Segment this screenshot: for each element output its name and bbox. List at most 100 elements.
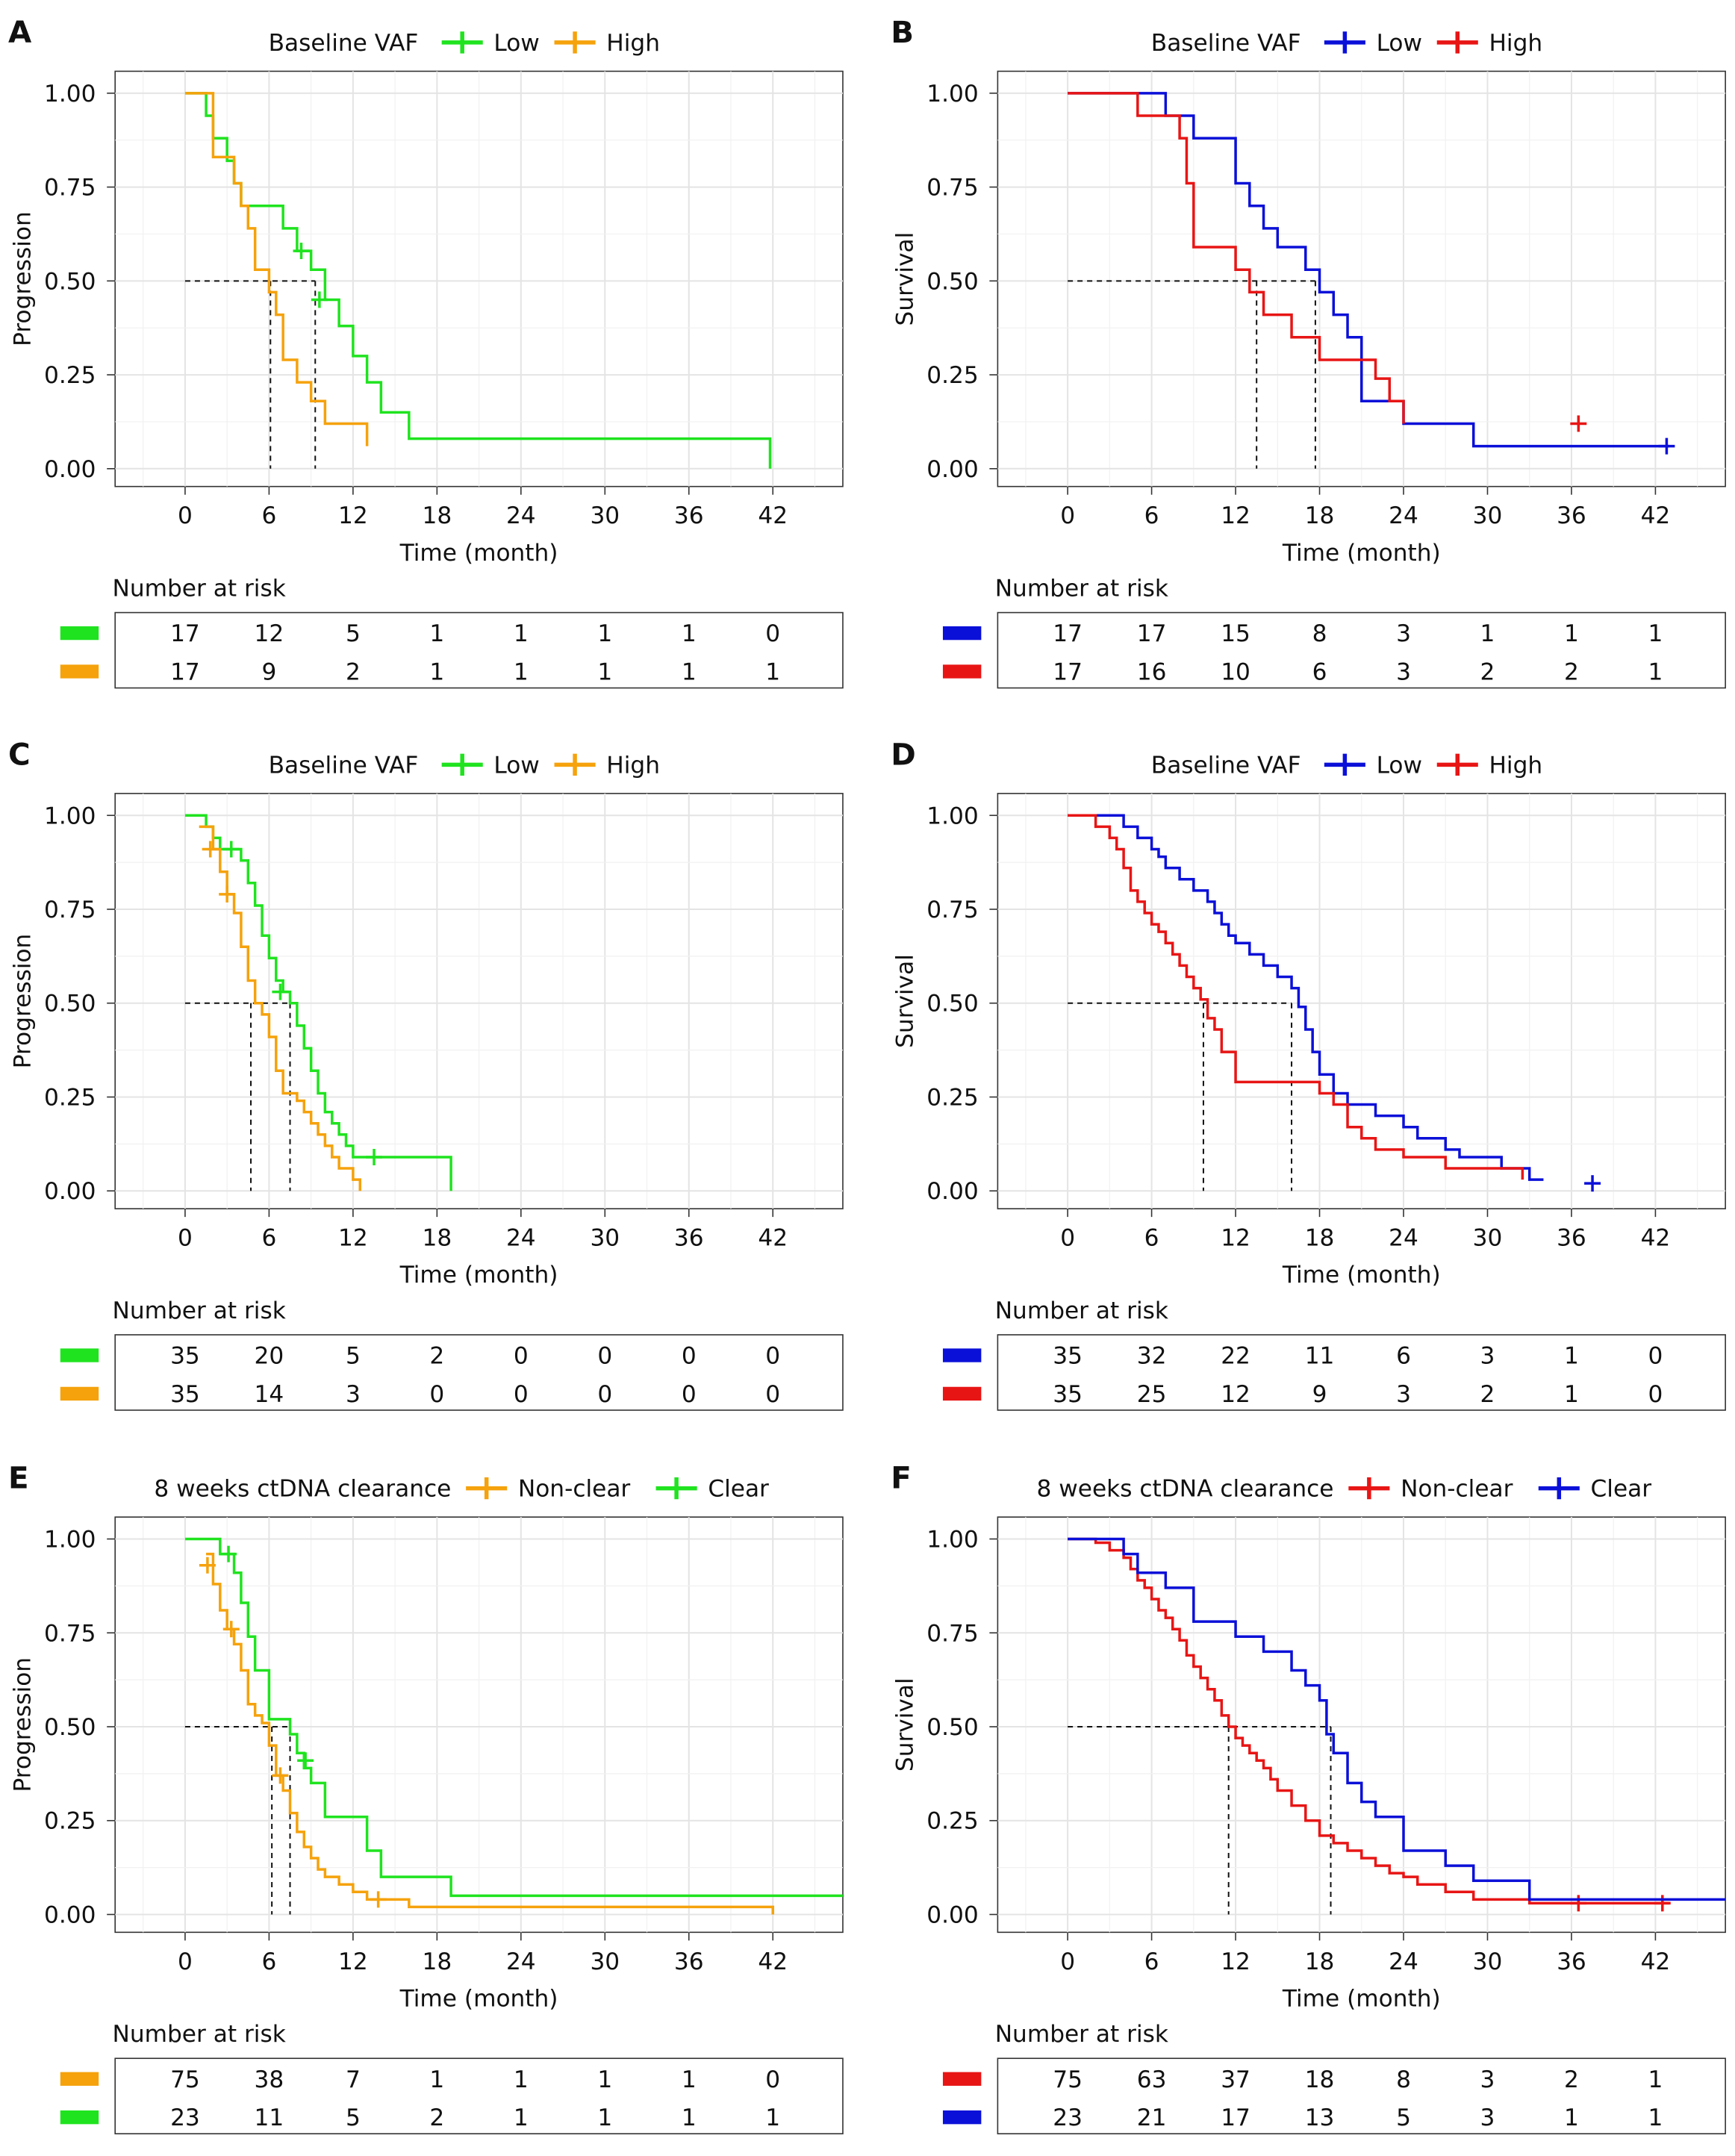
risk-row-swatch [60,626,99,641]
x-axis-title: Time (month) [1282,540,1441,567]
panel-letter: E [8,1461,29,1496]
x-tick-label: 30 [590,1225,620,1252]
y-tick-label: 0.50 [44,268,96,295]
risk-value: 8 [1312,620,1327,647]
risk-value: 3 [1480,1343,1495,1370]
legend-label: High [1489,30,1542,57]
grid [115,793,843,1209]
risk-value: 9 [261,659,276,686]
risk-value: 20 [255,1343,284,1370]
series-line [1068,1537,1670,1905]
risk-table-box [997,1334,1726,1411]
x-tick-label: 24 [506,1948,536,1975]
risk-value: 35 [170,1343,200,1370]
risk-value: 1 [429,659,444,686]
y-tick-label: 1.00 [44,803,96,829]
panel-letter: D [891,737,916,772]
risk-value: 75 [170,2066,200,2093]
legend-title: 8 weeks ctDNA clearance [154,1476,451,1503]
y-tick-label: 0.00 [44,1178,96,1205]
risk-value: 3 [1480,2104,1495,2131]
risk-value: 17 [1221,2104,1250,2131]
series-line [1068,92,1405,424]
risk-table-box [114,1334,844,1411]
risk-value: 2 [1564,2066,1579,2093]
risk-value: 1 [429,620,444,647]
risk-value: 23 [1053,2104,1083,2131]
x-tick-label: 6 [1144,1948,1159,1975]
risk-value: 35 [170,1381,200,1408]
risk-value: 5 [1396,2104,1411,2131]
y-tick-label: 1.00 [44,1527,96,1554]
risk-value: 37 [1221,2066,1250,2093]
risk-value: 2 [429,1343,444,1370]
panel-letter: B [891,15,914,50]
risk-row-swatch [942,2110,982,2125]
legend-title: Baseline VAF [269,752,419,779]
risk-value: 1 [514,620,529,647]
risk-value: 5 [346,1343,361,1370]
x-tick-label: 30 [590,502,620,529]
risk-value: 0 [514,1343,529,1370]
x-tick-label: 0 [1060,1948,1075,1975]
legend-key [1436,31,1478,54]
risk-value: 17 [1053,620,1083,647]
x-axis-title: Time (month) [399,1985,558,2012]
risk-row-swatch [60,664,99,679]
risk-value: 8 [1396,2066,1411,2093]
risk-value: 2 [1480,1381,1495,1408]
legend-label: Low [493,752,539,779]
legend-key [1324,753,1365,776]
risk-row-swatch [60,1348,99,1362]
risk-value: 1 [1648,659,1663,686]
risk-value: 17 [1137,620,1167,647]
x-tick-label: 36 [674,1948,704,1975]
x-tick-label: 12 [338,1225,368,1252]
risk-value: 63 [1137,2066,1167,2093]
x-tick-label: 18 [1305,502,1335,529]
legend: 8 weeks ctDNA clearance Non-clear Clear [154,1476,769,1503]
risk-table-title: Number at risk [113,1297,286,1324]
legend-label: Clear [1591,1476,1652,1503]
risk-table-title: Number at risk [113,576,286,602]
x-tick-label: 36 [1557,502,1586,529]
risk-value: 1 [1480,620,1495,647]
risk-row-swatch [60,1386,99,1401]
x-tick-label: 6 [1144,502,1159,529]
y-tick-label: 0.00 [926,1901,978,1928]
risk-value: 2 [1564,659,1579,686]
y-tick-label: 1.00 [926,81,978,108]
risk-value: 9 [1312,1381,1327,1408]
risk-value: 5 [346,2104,361,2131]
risk-value: 18 [1305,2066,1335,2093]
x-tick-label: 0 [178,1948,193,1975]
y-tick-label: 0.75 [44,1620,96,1647]
x-tick-label: 6 [261,1948,276,1975]
y-tick-label: 1.00 [926,803,978,829]
legend-title: Baseline VAF [1151,752,1301,779]
risk-value: 0 [514,1381,529,1408]
y-axis-title: Progression [9,934,36,1069]
x-tick-label: 12 [338,1948,368,1975]
risk-row-swatch [942,664,982,679]
series-line [1068,814,1544,1181]
grid [115,71,843,487]
y-tick-label: 1.00 [44,81,96,108]
x-axis-title: Time (month) [399,540,558,567]
risk-value: 0 [429,1381,444,1408]
x-tick-label: 6 [1144,1225,1159,1252]
risk-table-box [114,611,844,689]
risk-value: 35 [1053,1381,1083,1408]
y-axis-title: Progression [9,211,36,346]
risk-value: 15 [1221,620,1250,647]
legend-key [554,753,596,776]
x-tick-label: 30 [1473,1225,1503,1252]
legend-label: High [606,752,660,779]
y-axis-title: Survival [892,232,919,326]
risk-table-box [114,2057,844,2134]
risk-value: 3 [346,1381,361,1408]
x-tick-label: 12 [1221,1225,1250,1252]
risk-value: 1 [597,2066,612,2093]
